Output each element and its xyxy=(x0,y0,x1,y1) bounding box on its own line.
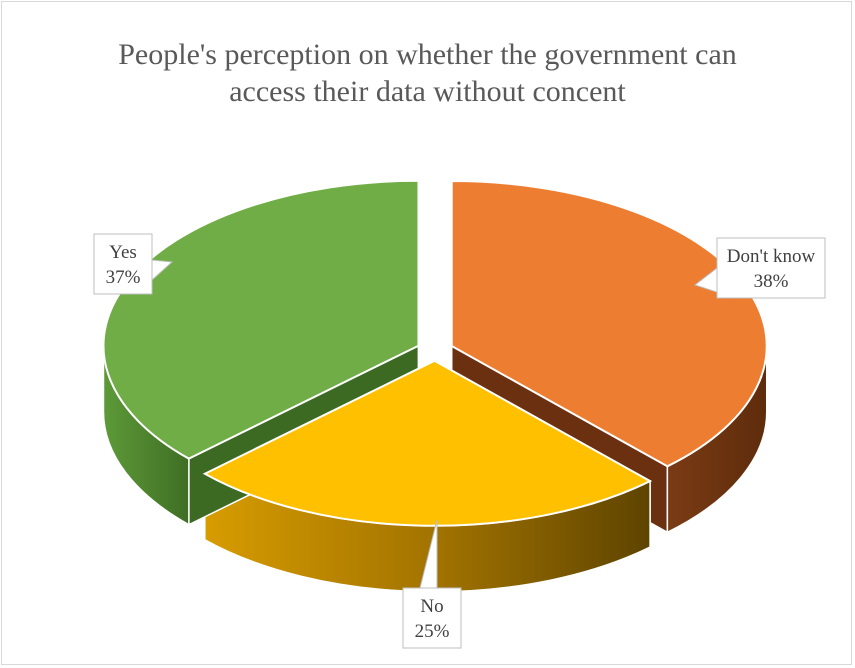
data-label-no-value: 25% xyxy=(415,621,450,642)
data-label-yes: Yes 37% xyxy=(93,233,174,295)
data-label-no: No 25% xyxy=(402,519,462,649)
data-label-dont-know-category: Don't know xyxy=(727,246,816,267)
data-label-dont-know: Don't know 38% xyxy=(693,237,826,299)
data-label-dont-know-value: 38% xyxy=(754,271,789,292)
chart-title: People's perception on whether the gover… xyxy=(0,36,855,110)
data-label-no-category: No xyxy=(420,596,443,617)
data-label-yes-category: Yes xyxy=(109,242,137,263)
callout-box xyxy=(93,233,153,295)
chart-title-line-1: People's perception on whether the gover… xyxy=(118,38,737,71)
callout-box xyxy=(402,587,462,649)
pie-slice-no xyxy=(202,359,653,527)
callout-box xyxy=(716,237,826,299)
data-label-yes-value: 37% xyxy=(106,267,141,288)
chart-title-line-2: access their data without concent xyxy=(229,75,626,108)
